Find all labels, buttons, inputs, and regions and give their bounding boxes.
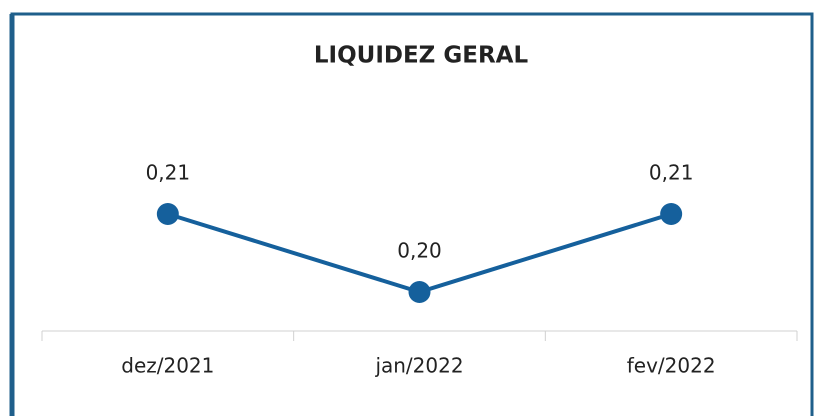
data-label: 0,21 <box>146 161 191 185</box>
chart-title: LIQUIDEZ GERAL <box>314 43 529 69</box>
x-tick-label: dez/2021 <box>121 354 214 378</box>
marker <box>408 281 431 303</box>
x-tick-label: fev/2022 <box>627 354 716 378</box>
data-label: 0,20 <box>397 239 442 263</box>
x-tick-label: jan/2022 <box>374 354 463 378</box>
marker <box>660 203 683 225</box>
data-label: 0,21 <box>649 161 694 185</box>
marker <box>156 203 179 225</box>
